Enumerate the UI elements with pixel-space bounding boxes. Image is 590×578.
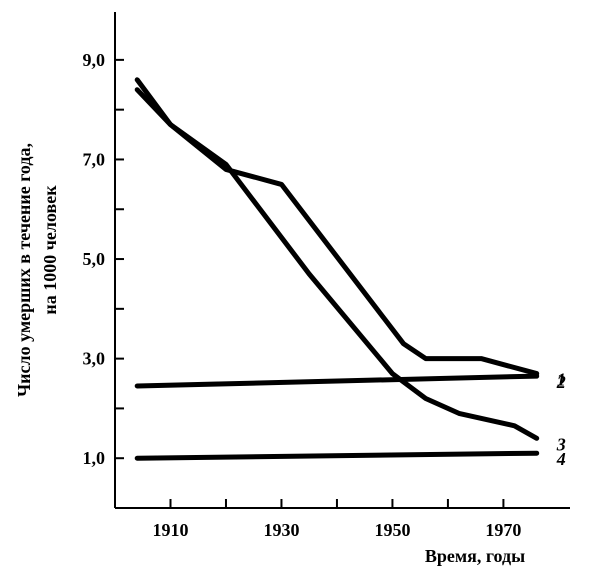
y-axis-label-line1: Число умерших в течение года, [14, 143, 34, 397]
series-label-4: 4 [556, 449, 566, 469]
series-label-3: 3 [556, 434, 566, 454]
series-line-1 [134, 77, 540, 377]
x-tick-label: 1930 [263, 520, 299, 540]
series-line-2 [134, 373, 540, 389]
series-line-4 [134, 450, 540, 461]
x-axis-label: Время, годы [425, 546, 525, 566]
series-label-2: 2 [556, 372, 566, 392]
labels: 12 34 [556, 370, 566, 470]
y-axis-label-line2: на 1000 человек [40, 185, 60, 315]
x-tick-label: 1950 [374, 520, 410, 540]
y-tick-label: 9,0 [83, 50, 106, 70]
x-tick-label: 1970 [485, 520, 521, 540]
series-label-1: 1 [557, 370, 566, 390]
y-tick-label: 5,0 [83, 249, 106, 269]
series-line-3 [134, 87, 540, 441]
x-tick-label: 1910 [152, 520, 188, 540]
y-tick-label: 3,0 [83, 349, 106, 369]
series-lines [134, 77, 540, 461]
y-tick-label: 1,0 [83, 448, 106, 468]
y-tick-label: 7,0 [83, 149, 106, 169]
ticks: 1,0 3,0 5,0 7,0 9,0 1910 1930 1950 1970 [83, 50, 522, 540]
